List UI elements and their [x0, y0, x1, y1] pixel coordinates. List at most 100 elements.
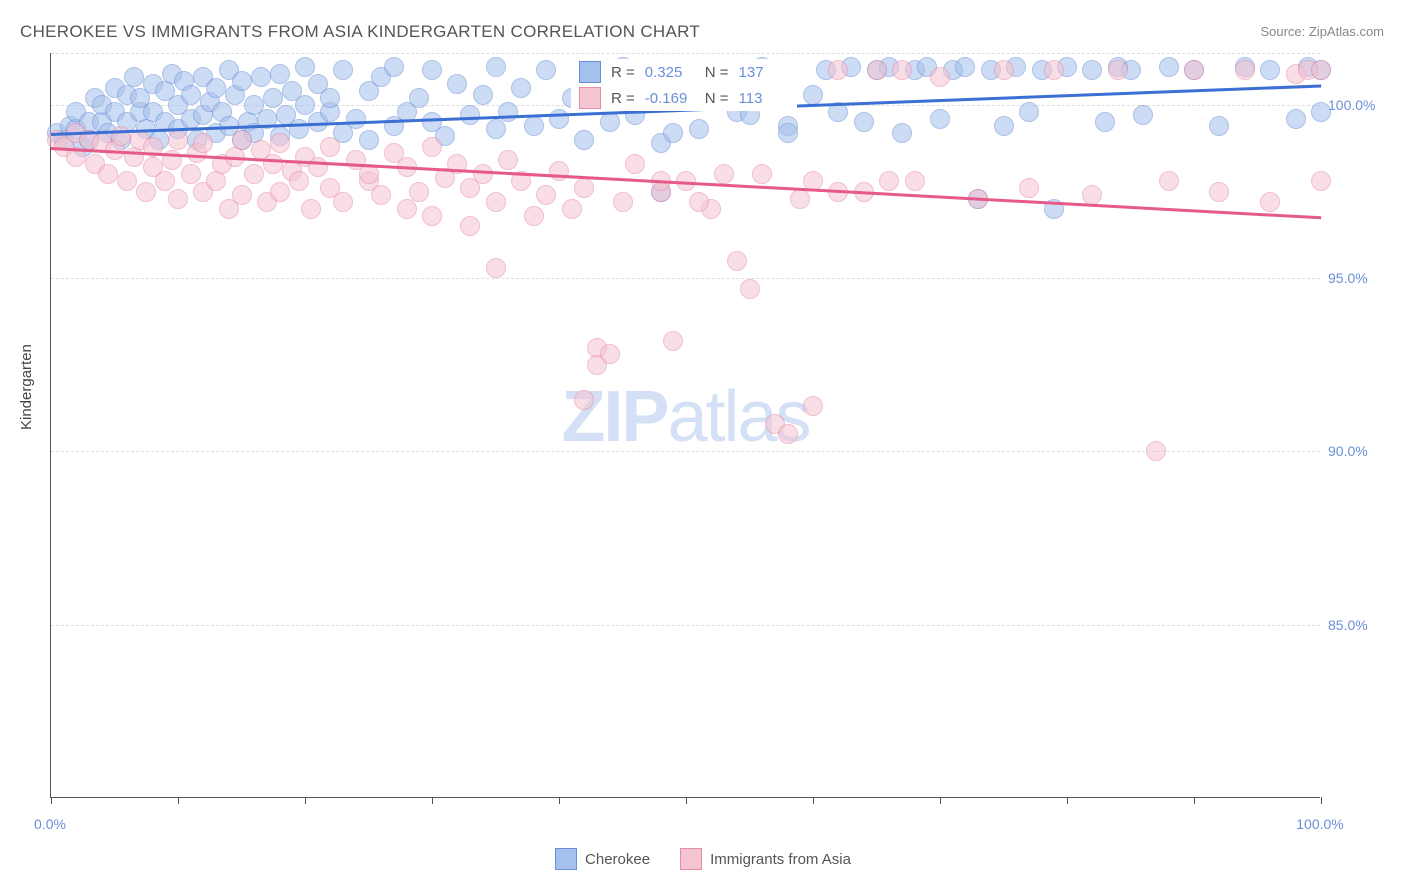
- data-point: [1019, 178, 1039, 198]
- data-point: [124, 67, 144, 87]
- stats-swatch: [579, 61, 601, 83]
- data-point: [536, 185, 556, 205]
- data-point: [930, 67, 950, 87]
- data-point: [714, 164, 734, 184]
- data-point: [574, 390, 594, 410]
- data-point: [422, 60, 442, 80]
- y-tick-label: 90.0%: [1328, 443, 1388, 459]
- data-point: [486, 119, 506, 139]
- legend-label-cherokee: Cherokee: [585, 851, 650, 868]
- data-point: [955, 57, 975, 77]
- data-point: [1146, 441, 1166, 461]
- x-tick: [305, 797, 306, 804]
- data-point: [498, 102, 518, 122]
- data-point: [295, 95, 315, 115]
- stats-row: R =0.325N =137: [571, 59, 797, 85]
- data-point: [371, 185, 391, 205]
- data-point: [1311, 171, 1331, 191]
- x-tick: [813, 797, 814, 804]
- data-point: [613, 192, 633, 212]
- legend-swatch-cherokee: [555, 848, 577, 870]
- data-point: [663, 123, 683, 143]
- legend-item-cherokee: Cherokee: [555, 848, 650, 870]
- chart-title: CHEROKEE VS IMMIGRANTS FROM ASIA KINDERG…: [20, 22, 700, 42]
- data-point: [384, 57, 404, 77]
- data-point: [727, 251, 747, 271]
- data-point: [498, 150, 518, 170]
- data-point: [1159, 171, 1179, 191]
- stats-n-label: N =: [705, 64, 729, 81]
- data-point: [867, 60, 887, 80]
- data-point: [1209, 116, 1229, 136]
- data-point: [574, 178, 594, 198]
- x-tick: [1321, 797, 1322, 804]
- data-point: [689, 119, 709, 139]
- chart-container: CHEROKEE VS IMMIGRANTS FROM ASIA KINDERG…: [0, 0, 1406, 892]
- data-point: [346, 109, 366, 129]
- data-point: [124, 147, 144, 167]
- legend-item-immigrants: Immigrants from Asia: [680, 848, 851, 870]
- data-point: [549, 161, 569, 181]
- x-tick: [178, 797, 179, 804]
- data-point: [1260, 192, 1280, 212]
- data-point: [524, 206, 544, 226]
- data-point: [892, 123, 912, 143]
- data-point: [460, 105, 480, 125]
- data-point: [486, 57, 506, 77]
- plot-area: ZIPatlas 85.0%90.0%95.0%100.0%R =0.325N …: [50, 53, 1320, 798]
- data-point: [206, 78, 226, 98]
- data-point: [879, 171, 899, 191]
- data-point: [301, 199, 321, 219]
- data-point: [155, 171, 175, 191]
- data-point: [232, 71, 252, 91]
- y-tick-label: 95.0%: [1328, 270, 1388, 286]
- data-point: [1184, 60, 1204, 80]
- data-point: [1311, 60, 1331, 80]
- trendline: [51, 147, 1321, 219]
- data-point: [447, 74, 467, 94]
- data-point: [1044, 60, 1064, 80]
- data-point: [232, 185, 252, 205]
- data-point: [803, 85, 823, 105]
- gridline: [51, 451, 1320, 452]
- stats-swatch: [579, 87, 601, 109]
- data-point: [397, 199, 417, 219]
- data-point: [524, 116, 544, 136]
- data-point: [263, 154, 283, 174]
- data-point: [905, 171, 925, 191]
- x-tick: [940, 797, 941, 804]
- data-point: [333, 192, 353, 212]
- data-point: [1108, 60, 1128, 80]
- data-point: [460, 216, 480, 236]
- data-point: [98, 164, 118, 184]
- data-point: [270, 182, 290, 202]
- gridline: [51, 53, 1320, 54]
- data-point: [574, 130, 594, 150]
- gridline: [51, 625, 1320, 626]
- data-point: [562, 199, 582, 219]
- data-point: [803, 396, 823, 416]
- data-point: [778, 123, 798, 143]
- data-point: [193, 133, 213, 153]
- x-tick: [686, 797, 687, 804]
- data-point: [1209, 182, 1229, 202]
- stats-box: R =0.325N =137R =-0.169N =113: [571, 59, 797, 111]
- data-point: [232, 130, 252, 150]
- data-point: [511, 78, 531, 98]
- data-point: [1311, 102, 1331, 122]
- data-point: [251, 67, 271, 87]
- data-point: [1082, 185, 1102, 205]
- data-point: [359, 164, 379, 184]
- x-tick: [559, 797, 560, 804]
- x-tick-label: 0.0%: [34, 816, 66, 832]
- data-point: [1133, 105, 1153, 125]
- data-point: [359, 130, 379, 150]
- stats-row: R =-0.169N =113: [571, 85, 797, 111]
- data-point: [994, 60, 1014, 80]
- data-point: [270, 133, 290, 153]
- data-point: [206, 171, 226, 191]
- stats-r-label: R =: [611, 64, 635, 81]
- x-tick: [1194, 797, 1195, 804]
- data-point: [422, 137, 442, 157]
- y-tick-label: 85.0%: [1328, 617, 1388, 633]
